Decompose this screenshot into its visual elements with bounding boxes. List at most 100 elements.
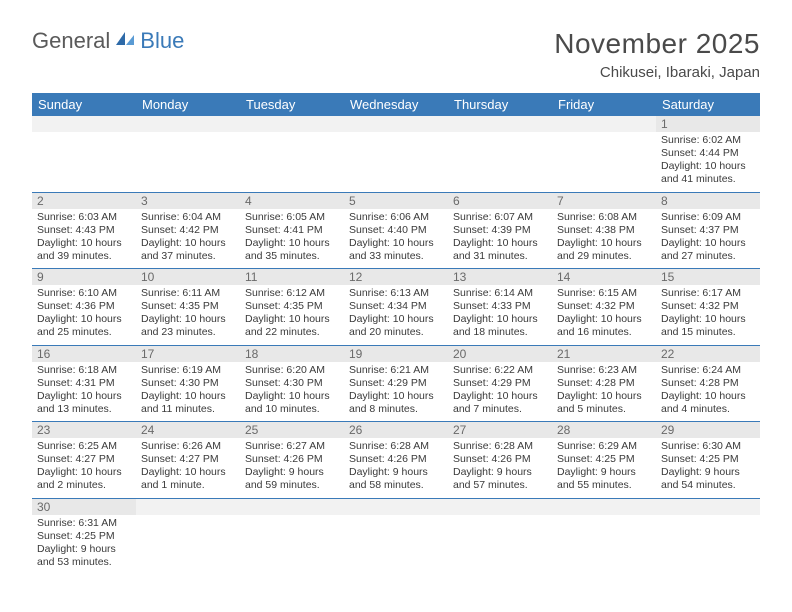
calendar-row: 30Sunrise: 6:31 AMSunset: 4:25 PMDayligh… <box>32 498 760 574</box>
calendar-cell <box>240 498 344 574</box>
sunset-text: Sunset: 4:29 PM <box>453 377 547 390</box>
sunrise-text: Sunrise: 6:17 AM <box>661 287 755 300</box>
day-info: Sunrise: 6:12 AMSunset: 4:35 PMDaylight:… <box>245 287 339 340</box>
daylight-text: Daylight: 10 hours and 37 minutes. <box>141 237 235 263</box>
sunset-text: Sunset: 4:34 PM <box>349 300 443 313</box>
day-number: 17 <box>136 346 240 362</box>
day-number <box>552 499 656 515</box>
calendar-cell: 23Sunrise: 6:25 AMSunset: 4:27 PMDayligh… <box>32 422 136 499</box>
daylight-text: Daylight: 10 hours and 8 minutes. <box>349 390 443 416</box>
calendar-cell: 11 Sunrise: 6:12 AMSunset: 4:35 PMDayligh… <box>240 269 344 346</box>
sunrise-text: Sunrise: 6:12 AM <box>245 287 339 300</box>
sunset-text: Sunset: 4:37 PM <box>661 224 755 237</box>
calendar-cell <box>448 116 552 192</box>
day-info: Sunrise: 6:28 AMSunset: 4:26 PMDaylight:… <box>453 440 547 493</box>
day-info: Sunrise: 6:17 AMSunset: 4:32 PMDaylight:… <box>661 287 755 340</box>
day-number: 18 <box>240 346 344 362</box>
calendar-cell: 25Sunrise: 6:27 AMSunset: 4:26 PMDayligh… <box>240 422 344 499</box>
day-number: 26 <box>344 422 448 438</box>
day-number: 21 <box>552 346 656 362</box>
daylight-text: Daylight: 10 hours and 25 minutes. <box>37 313 131 339</box>
calendar-cell: 21Sunrise: 6:23 AMSunset: 4:28 PMDayligh… <box>552 345 656 422</box>
calendar-cell <box>448 498 552 574</box>
sunrise-text: Sunrise: 6:22 AM <box>453 364 547 377</box>
sunrise-text: Sunrise: 6:14 AM <box>453 287 547 300</box>
day-number: 19 <box>344 346 448 362</box>
sunset-text: Sunset: 4:28 PM <box>661 377 755 390</box>
calendar-cell: 10Sunrise: 6:11 AMSunset: 4:35 PMDayligh… <box>136 269 240 346</box>
day-info: Sunrise: 6:02 AMSunset: 4:44 PMDaylight:… <box>661 134 755 187</box>
sunset-text: Sunset: 4:44 PM <box>661 147 755 160</box>
day-info: Sunrise: 6:27 AMSunset: 4:26 PMDaylight:… <box>245 440 339 493</box>
calendar-cell: 14Sunrise: 6:15 AMSunset: 4:32 PMDayligh… <box>552 269 656 346</box>
calendar-row: 16Sunrise: 6:18 AMSunset: 4:31 PMDayligh… <box>32 345 760 422</box>
sunrise-text: Sunrise: 6:23 AM <box>557 364 651 377</box>
sunrise-text: Sunrise: 6:10 AM <box>37 287 131 300</box>
day-number <box>656 499 760 515</box>
calendar-row: 23Sunrise: 6:25 AMSunset: 4:27 PMDayligh… <box>32 422 760 499</box>
day-info: Sunrise: 6:30 AMSunset: 4:25 PMDaylight:… <box>661 440 755 493</box>
sunrise-text: Sunrise: 6:25 AM <box>37 440 131 453</box>
day-info: Sunrise: 6:28 AMSunset: 4:26 PMDaylight:… <box>349 440 443 493</box>
daylight-text: Daylight: 9 hours and 55 minutes. <box>557 466 651 492</box>
col-monday: Monday <box>136 93 240 116</box>
col-saturday: Saturday <box>656 93 760 116</box>
daylight-text: Daylight: 10 hours and 39 minutes. <box>37 237 131 263</box>
sunrise-text: Sunrise: 6:05 AM <box>245 211 339 224</box>
brand-logo: General Blue <box>32 28 184 54</box>
day-info: Sunrise: 6:07 AMSunset: 4:39 PMDaylight:… <box>453 211 547 264</box>
sunset-text: Sunset: 4:29 PM <box>349 377 443 390</box>
col-thursday: Thursday <box>448 93 552 116</box>
day-number: 8 <box>656 193 760 209</box>
calendar-cell: 18Sunrise: 6:20 AMSunset: 4:30 PMDayligh… <box>240 345 344 422</box>
sunrise-text: Sunrise: 6:28 AM <box>453 440 547 453</box>
title-area: November 2025 Chikusei, Ibaraki, Japan <box>554 28 760 81</box>
sunset-text: Sunset: 4:32 PM <box>661 300 755 313</box>
col-tuesday: Tuesday <box>240 93 344 116</box>
day-number: 1 <box>656 116 760 132</box>
calendar-cell: 26 Sunrise: 6:28 AMSunset: 4:26 PMDayligh… <box>344 422 448 499</box>
day-number: 29 <box>656 422 760 438</box>
day-number: 3 <box>136 193 240 209</box>
day-info: Sunrise: 6:29 AMSunset: 4:25 PMDaylight:… <box>557 440 651 493</box>
calendar-cell: 29 Sunrise: 6:30 AMSunset: 4:25 PMDayligh… <box>656 422 760 499</box>
calendar-cell <box>344 498 448 574</box>
calendar-cell <box>32 116 136 192</box>
day-number: 11 <box>240 269 344 285</box>
day-info: Sunrise: 6:21 AMSunset: 4:29 PMDaylight:… <box>349 364 443 417</box>
day-number <box>136 499 240 515</box>
daylight-text: Daylight: 10 hours and 22 minutes. <box>245 313 339 339</box>
daylight-text: Daylight: 10 hours and 16 minutes. <box>557 313 651 339</box>
day-number: 9 <box>32 269 136 285</box>
sunset-text: Sunset: 4:36 PM <box>37 300 131 313</box>
day-number: 5 <box>344 193 448 209</box>
calendar-cell: 9 Sunrise: 6:10 AMSunset: 4:36 PMDaylight… <box>32 269 136 346</box>
calendar-cell: 2Sunrise: 6:03 AMSunset: 4:43 PMDaylight… <box>32 192 136 269</box>
sunset-text: Sunset: 4:25 PM <box>661 453 755 466</box>
sunset-text: Sunset: 4:43 PM <box>37 224 131 237</box>
day-info: Sunrise: 6:10 AMSunset: 4:36 PMDaylight:… <box>37 287 131 340</box>
sunrise-text: Sunrise: 6:07 AM <box>453 211 547 224</box>
col-friday: Friday <box>552 93 656 116</box>
sunrise-text: Sunrise: 6:06 AM <box>349 211 443 224</box>
sunset-text: Sunset: 4:40 PM <box>349 224 443 237</box>
day-info: Sunrise: 6:04 AMSunset: 4:42 PMDaylight:… <box>141 211 235 264</box>
calendar-cell: 1 Sunrise: 6:02 AMSunset: 4:44 PMDaylight… <box>656 116 760 192</box>
day-info: Sunrise: 6:03 AMSunset: 4:43 PMDaylight:… <box>37 211 131 264</box>
daylight-text: Daylight: 10 hours and 33 minutes. <box>349 237 443 263</box>
sunrise-text: Sunrise: 6:30 AM <box>661 440 755 453</box>
day-info: Sunrise: 6:08 AMSunset: 4:38 PMDaylight:… <box>557 211 651 264</box>
sunset-text: Sunset: 4:30 PM <box>141 377 235 390</box>
sunrise-text: Sunrise: 6:29 AM <box>557 440 651 453</box>
daylight-text: Daylight: 10 hours and 5 minutes. <box>557 390 651 416</box>
daylight-text: Daylight: 9 hours and 59 minutes. <box>245 466 339 492</box>
sunset-text: Sunset: 4:26 PM <box>453 453 547 466</box>
daylight-text: Daylight: 10 hours and 27 minutes. <box>661 237 755 263</box>
calendar-cell <box>136 116 240 192</box>
daylight-text: Daylight: 10 hours and 10 minutes. <box>245 390 339 416</box>
day-info: Sunrise: 6:13 AMSunset: 4:34 PMDaylight:… <box>349 287 443 340</box>
day-number: 22 <box>656 346 760 362</box>
day-number: 23 <box>32 422 136 438</box>
sunset-text: Sunset: 4:35 PM <box>245 300 339 313</box>
sunrise-text: Sunrise: 6:18 AM <box>37 364 131 377</box>
